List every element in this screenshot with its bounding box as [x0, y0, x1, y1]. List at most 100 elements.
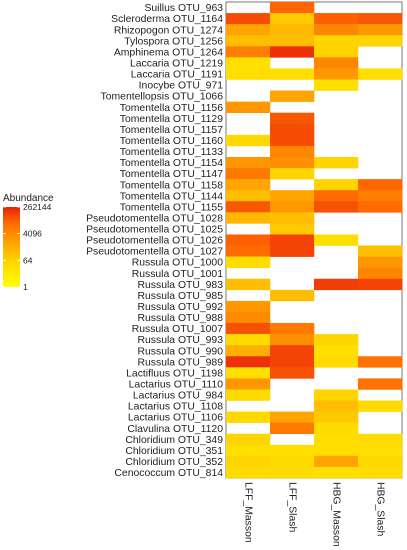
- legend-colorbar: [3, 207, 20, 287]
- row-label: Pseudotomentella OTU_1025: [86, 225, 223, 236]
- legend-title: Abundance: [3, 193, 54, 204]
- legend-tick-label: 262144: [23, 202, 52, 212]
- heatmap-cell: [358, 13, 403, 25]
- heatmap-cell: [226, 378, 271, 390]
- heatmap-cell: [314, 57, 359, 69]
- heatmap-cell: [226, 345, 271, 357]
- heatmap-cell: [226, 455, 271, 468]
- row-label: Tomentellopsis OTU_1066: [101, 92, 224, 103]
- heatmap-cell: [314, 356, 359, 368]
- heatmap-cell: [226, 201, 271, 213]
- row-label: Russula OTU_985: [138, 291, 224, 302]
- heatmap-cell: [270, 422, 315, 435]
- legend: Abundance 262144 4096 64 1: [3, 193, 54, 292]
- heatmap-cell: [314, 278, 359, 291]
- row-label: Russula OTU_988: [138, 313, 224, 324]
- heatmap-cell: [226, 367, 271, 379]
- row-label: Lactarius OTU_1108: [128, 402, 223, 413]
- heatmap-cell: [270, 13, 315, 25]
- heatmap-cell: [226, 35, 271, 47]
- column-labels: LFF_Masson LFF_Slash HBG_Masson HBG_Slash: [242, 482, 385, 547]
- heatmap-cell: [270, 212, 315, 224]
- heatmap-cell: [226, 311, 271, 324]
- heatmap-cell: [226, 234, 271, 246]
- row-label: Lactarius OTU_1110: [129, 380, 224, 391]
- row-label: Pseudotomentella OTU_1027: [86, 247, 223, 258]
- heatmap-cell: [358, 433, 403, 446]
- heatmap-cell: [270, 367, 315, 379]
- heatmap-cell: [314, 422, 359, 435]
- column-label: LFF_Slash: [286, 482, 297, 532]
- heatmap-cell: [270, 190, 315, 202]
- row-label: Tomentella OTU_1154: [120, 158, 223, 169]
- row-label: Russula OTU_1000: [132, 258, 223, 269]
- heatmap-cell: [314, 444, 359, 457]
- row-label: Chloridium OTU_352: [125, 457, 223, 468]
- heatmap-cell: [270, 145, 315, 158]
- heatmap-cell: [270, 123, 315, 136]
- heatmap-cell: [358, 278, 403, 291]
- row-label: Russula OTU_990: [138, 346, 224, 357]
- heatmap-cell: [226, 334, 271, 346]
- heatmap-cell: [270, 112, 315, 125]
- row-label: Rhizopogon OTU_1274: [114, 25, 223, 36]
- row-label: Russula OTU_1007: [132, 324, 223, 335]
- heatmap-cell: [358, 68, 403, 80]
- heatmap-cell: [314, 466, 359, 479]
- heatmap-cell: [226, 212, 271, 224]
- row-label: Tomentella OTU_1155: [120, 202, 223, 213]
- heatmap-cell: [226, 46, 271, 58]
- row-label: Pseudotomentella OTU_1028: [86, 213, 223, 224]
- heatmap-cell: [226, 356, 271, 368]
- heatmap-cell: [226, 256, 271, 268]
- row-label: Tylospora OTU_1256: [124, 36, 223, 47]
- heatmap-cell: [358, 245, 403, 257]
- heatmap-cell: [226, 190, 271, 202]
- heatmap-cell: [270, 356, 315, 368]
- heatmap-cell: [314, 411, 359, 423]
- heatmap-cell: [314, 234, 359, 246]
- heatmap-cell: [270, 46, 315, 58]
- heatmap-cell: [226, 444, 271, 457]
- heatmap-cell: [358, 444, 403, 457]
- legend-tick-label: 4096: [23, 229, 42, 239]
- row-label: Tomentella OTU_1158: [120, 180, 223, 191]
- heatmap-cell: [358, 356, 403, 368]
- heatmap-cell: [226, 323, 271, 335]
- heatmap-cell: [226, 101, 271, 113]
- heatmap-cell: [270, 90, 315, 102]
- heatmap-cell: [270, 245, 315, 257]
- heatmap-cell: [226, 245, 271, 257]
- heatmap-cell: [226, 278, 271, 291]
- row-label: Chloridium OTU_351: [125, 446, 223, 457]
- heatmap-cell: [226, 179, 271, 191]
- row-label: Tomentella OTU_1160: [120, 136, 223, 147]
- heatmap-cell: [270, 68, 315, 80]
- row-label: Lactarius OTU_984: [133, 391, 223, 402]
- row-label: Tomentella OTU_1157: [120, 125, 223, 136]
- heatmap-cell: [270, 334, 315, 346]
- heatmap-cell: [358, 24, 403, 36]
- heatmap-cell: [358, 35, 403, 47]
- heatmap-cell: [314, 190, 359, 202]
- heatmap-cell: [314, 156, 359, 169]
- row-label: Chloridium OTU_349: [125, 435, 223, 446]
- heatmap-cell: [270, 466, 315, 479]
- heatmap-cell: [314, 345, 359, 357]
- heatmap-cell: [226, 466, 271, 479]
- row-label: Russula OTU_993: [138, 335, 224, 346]
- heatmap-cell: [314, 68, 359, 80]
- legend-ticks: 262144 4096 64 1: [3, 202, 52, 292]
- row-label: Lactarius OTU_1106: [128, 413, 223, 424]
- row-label: Russula OTU_989: [138, 357, 224, 368]
- heatmap-cell: [270, 345, 315, 357]
- heatmap-cell: [226, 13, 271, 25]
- heatmap-cell: [314, 24, 359, 36]
- heatmap-cell: [270, 168, 315, 180]
- row-label: Amphinema OTU_1264: [114, 47, 223, 58]
- row-label: Tomentella OTU_1147: [120, 169, 223, 180]
- row-label: Cenococcum OTU_814: [114, 468, 223, 479]
- heatmap-cell: [358, 466, 403, 479]
